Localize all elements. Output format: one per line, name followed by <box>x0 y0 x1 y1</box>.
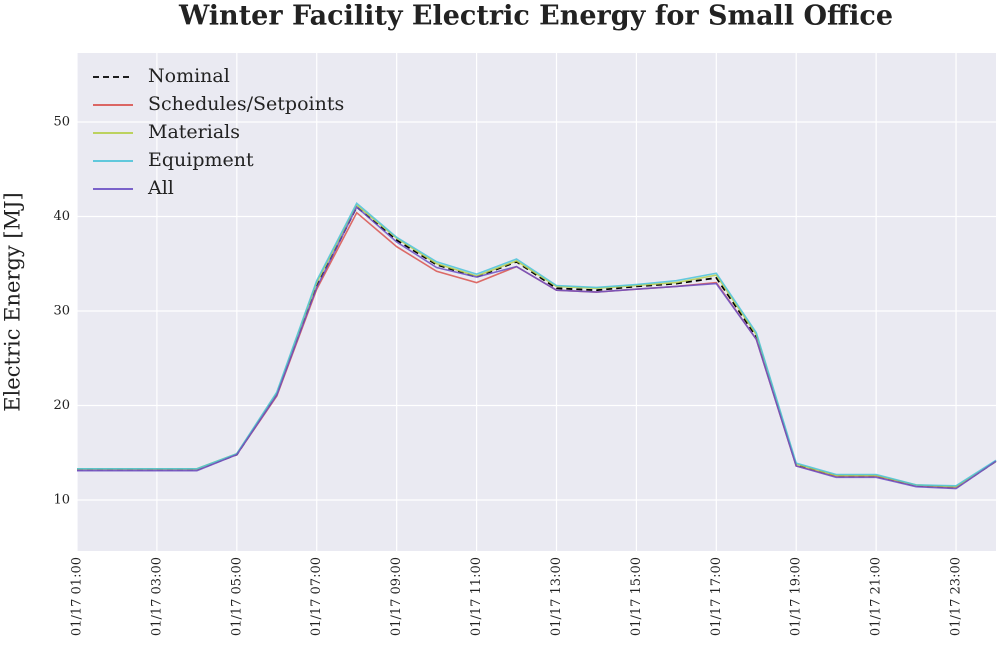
y-tick-label: 40 <box>53 209 70 224</box>
x-tick-label: 01/17 11:00 <box>469 557 484 636</box>
series-line <box>77 205 997 490</box>
x-tick-label: 01/17 23:00 <box>949 557 964 636</box>
legend-label: All <box>147 177 174 199</box>
series-line <box>77 202 997 487</box>
chart-title: Winter Facility Electric Energy for Smal… <box>178 1 893 32</box>
x-tick-label: 01/17 19:00 <box>789 557 804 636</box>
x-tick-label: 01/17 05:00 <box>229 557 244 636</box>
legend-label: Nominal <box>148 65 230 87</box>
y-tick-label: 30 <box>53 303 70 318</box>
x-tick-label: 01/17 01:00 <box>70 557 85 636</box>
plot-area <box>77 53 996 551</box>
x-tick-label: 01/17 13:00 <box>549 557 564 636</box>
x-tick-label: 01/17 09:00 <box>389 557 404 636</box>
x-tick-label: 01/17 21:00 <box>869 557 884 636</box>
x-tick-label: 01/17 03:00 <box>149 557 164 636</box>
x-tick-label: 01/17 15:00 <box>629 557 644 636</box>
y-tick-label: 20 <box>53 398 70 413</box>
legend-label: Materials <box>148 121 240 143</box>
x-tick-label: 01/17 07:00 <box>309 557 324 636</box>
y-axis-label: Electric Energy [MJ] <box>1 192 25 411</box>
legend-label: Schedules/Setpoints <box>148 93 344 115</box>
y-tick-label: 50 <box>53 114 70 129</box>
x-tick-label: 01/17 17:00 <box>709 557 724 636</box>
y-tick-label: 10 <box>53 492 70 507</box>
legend-label: Equipment <box>148 149 254 171</box>
